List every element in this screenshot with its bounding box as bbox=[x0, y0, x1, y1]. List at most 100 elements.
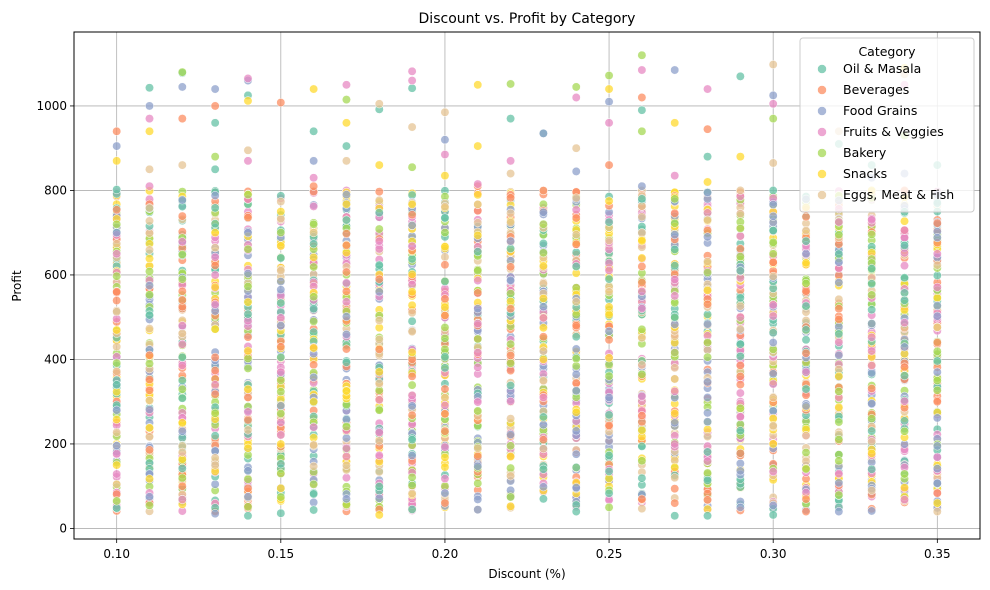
scatter-point bbox=[177, 384, 187, 394]
scatter-point bbox=[801, 249, 811, 259]
scatter-point bbox=[571, 462, 581, 472]
scatter-point bbox=[473, 141, 483, 151]
scatter-point bbox=[637, 126, 647, 136]
scatter-point bbox=[309, 397, 319, 407]
scatter-point bbox=[900, 426, 909, 436]
scatter-point bbox=[342, 494, 351, 504]
scatter-point bbox=[112, 496, 122, 506]
scatter-point bbox=[374, 160, 384, 170]
scatter-point bbox=[538, 323, 548, 333]
scatter-point bbox=[112, 307, 122, 317]
scatter-point bbox=[637, 360, 647, 370]
scatter-point bbox=[440, 252, 450, 262]
scatter-point bbox=[440, 277, 450, 286]
scatter-point bbox=[768, 158, 778, 168]
scatter-point bbox=[506, 79, 516, 89]
scatter-point bbox=[637, 324, 647, 334]
scatter-point bbox=[735, 224, 745, 233]
y-tick-label: 600 bbox=[44, 268, 67, 282]
scatter-point bbox=[276, 197, 286, 207]
scatter-point bbox=[342, 199, 351, 209]
scatter-point bbox=[506, 236, 516, 246]
scatter-point bbox=[374, 428, 384, 438]
scatter-point bbox=[735, 459, 745, 468]
scatter-point bbox=[932, 346, 942, 356]
scatter-point bbox=[801, 494, 811, 504]
scatter-point bbox=[342, 329, 351, 339]
scatter-point bbox=[210, 228, 220, 238]
scatter-point bbox=[440, 426, 450, 436]
scatter-point bbox=[801, 448, 811, 457]
scatter-point bbox=[735, 312, 745, 322]
scatter-point bbox=[177, 352, 187, 362]
scatter-point bbox=[177, 274, 187, 284]
scatter-point bbox=[670, 208, 680, 218]
scatter-point bbox=[506, 463, 516, 473]
scatter-point bbox=[145, 114, 154, 124]
scatter-point bbox=[374, 287, 384, 297]
scatter-point bbox=[538, 435, 548, 445]
scatter-point bbox=[440, 333, 450, 343]
scatter-point bbox=[703, 232, 712, 242]
scatter-point bbox=[571, 230, 581, 240]
scatter-point bbox=[867, 506, 877, 516]
scatter-point bbox=[867, 399, 877, 408]
scatter-point bbox=[112, 460, 122, 470]
scatter-point bbox=[604, 302, 614, 312]
scatter-point bbox=[309, 316, 319, 326]
scatter-point bbox=[900, 362, 909, 372]
scatter-point bbox=[177, 328, 187, 338]
scatter-point bbox=[932, 452, 942, 462]
scatter-point bbox=[932, 397, 942, 407]
scatter-point bbox=[768, 237, 778, 247]
scatter-point bbox=[243, 244, 253, 254]
scatter-point bbox=[867, 332, 877, 342]
scatter-point bbox=[604, 410, 614, 420]
scatter-point bbox=[604, 266, 614, 275]
scatter-point bbox=[604, 310, 614, 320]
scatter-point bbox=[735, 339, 745, 349]
scatter-point bbox=[112, 287, 122, 297]
scatter-point bbox=[342, 190, 351, 200]
scatter-point bbox=[900, 416, 909, 426]
scatter-point bbox=[473, 319, 483, 329]
scatter-point bbox=[506, 169, 516, 178]
scatter-point bbox=[342, 433, 351, 443]
scatter-point bbox=[112, 205, 122, 215]
y-tick-label: 200 bbox=[44, 437, 67, 451]
scatter-point bbox=[374, 208, 384, 218]
scatter-point bbox=[571, 507, 581, 516]
scatter-point bbox=[440, 498, 450, 508]
scatter-point bbox=[768, 99, 778, 109]
scatter-point bbox=[801, 464, 811, 474]
scatter-point bbox=[637, 194, 647, 204]
scatter-point bbox=[243, 393, 253, 402]
scatter-point bbox=[342, 473, 351, 483]
scatter-point bbox=[374, 260, 384, 270]
scatter-point bbox=[243, 354, 253, 364]
y-axis: 0 200 400 600 800 1000 bbox=[36, 99, 74, 535]
scatter-point bbox=[407, 210, 417, 220]
scatter-point bbox=[932, 233, 942, 243]
scatter-point bbox=[834, 490, 844, 500]
scatter-point bbox=[703, 456, 712, 466]
scatter-point bbox=[374, 316, 384, 325]
scatter-point bbox=[900, 295, 909, 305]
scatter-point bbox=[834, 257, 844, 267]
scatter-point bbox=[768, 393, 778, 403]
scatter-point bbox=[374, 378, 384, 388]
scatter-point bbox=[538, 279, 548, 289]
scatter-point bbox=[604, 97, 614, 107]
scatter-point bbox=[637, 181, 647, 191]
scatter-point bbox=[538, 294, 548, 303]
scatter-point bbox=[932, 488, 942, 498]
scatter-point bbox=[112, 325, 122, 335]
scatter-point bbox=[538, 444, 548, 454]
scatter-point bbox=[145, 181, 154, 191]
scatter-point bbox=[571, 483, 581, 493]
scatter-point bbox=[177, 481, 187, 491]
scatter-point bbox=[670, 473, 680, 483]
scatter-point bbox=[374, 395, 384, 405]
scatter-point bbox=[374, 236, 384, 246]
